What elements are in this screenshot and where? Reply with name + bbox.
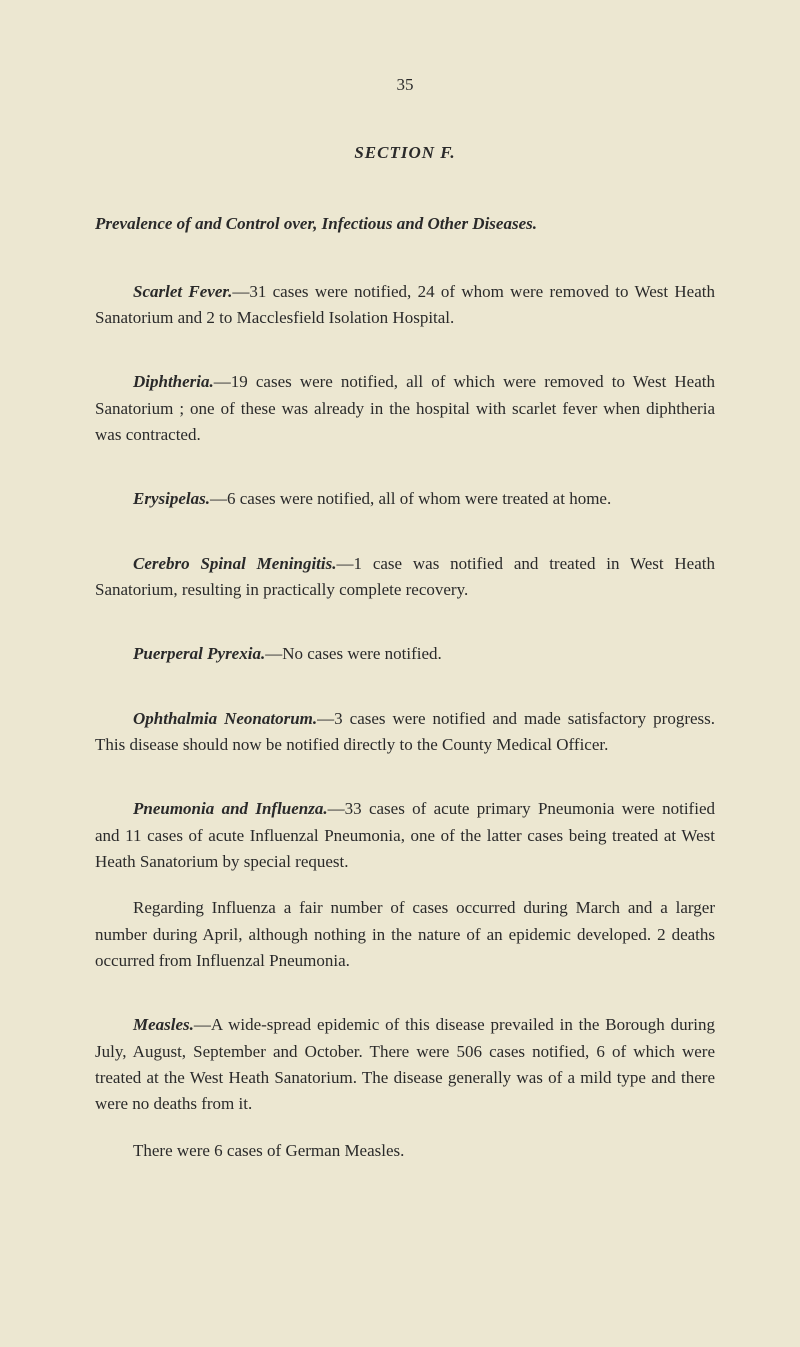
cerebro-spinal-name: Cerebro Spinal Meningitis. <box>133 554 337 573</box>
pneumonia-paragraph: Pneumonia and Influenza.—33 cases of acu… <box>95 796 715 875</box>
scarlet-fever-paragraph: Scarlet Fever.—31 cases were notified, 2… <box>95 279 715 332</box>
erysipelas-paragraph: Erysipelas.—6 cases were notified, all o… <box>95 486 715 512</box>
page-number: 35 <box>95 75 715 95</box>
ophthalmia-name: Ophthalmia Neonatorum. <box>133 709 317 728</box>
erysipelas-name: Erysipelas. <box>133 489 210 508</box>
puerperal-name: Puerperal Pyrexia. <box>133 644 265 663</box>
main-heading: Prevalence of and Control over, Infectio… <box>95 211 715 237</box>
cerebro-spinal-paragraph: Cerebro Spinal Meningitis.—1 case was no… <box>95 551 715 604</box>
measles-paragraph: Measles.—A wide-spread epidemic of this … <box>95 1012 715 1117</box>
puerperal-text: —No cases were notified. <box>265 644 442 663</box>
diphtheria-paragraph: Diphtheria.—19 cases were notified, all … <box>95 369 715 448</box>
measles-sub-paragraph: There were 6 cases of German Measles. <box>95 1138 715 1164</box>
pneumonia-sub-paragraph: Regarding Influenza a fair number of cas… <box>95 895 715 974</box>
ophthalmia-paragraph: Ophthalmia Neonatorum.—3 cases were noti… <box>95 706 715 759</box>
measles-name: Measles. <box>133 1015 194 1034</box>
erysipelas-text: —6 cases were notified, all of whom were… <box>210 489 611 508</box>
puerperal-paragraph: Puerperal Pyrexia.—No cases were notifie… <box>95 641 715 667</box>
diphtheria-name: Diphtheria. <box>133 372 214 391</box>
section-title: SECTION F. <box>95 143 715 163</box>
scarlet-fever-name: Scarlet Fever. <box>133 282 232 301</box>
pneumonia-name: Pneumonia and Influenza. <box>133 799 328 818</box>
